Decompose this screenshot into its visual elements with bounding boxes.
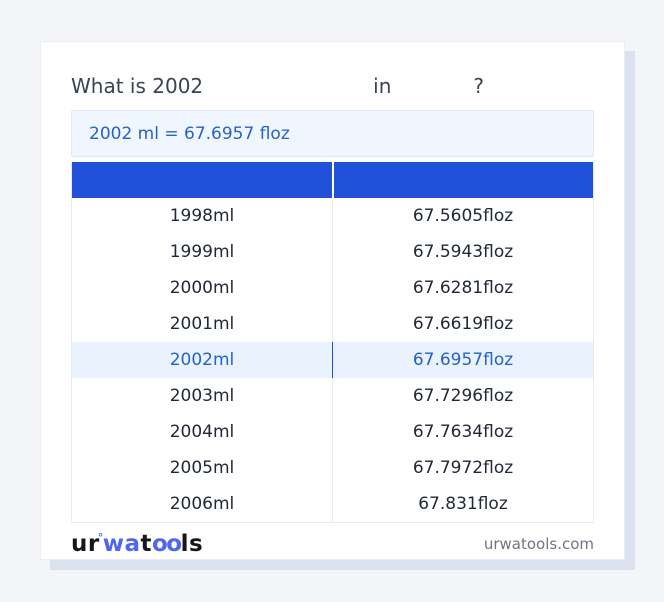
table-row[interactable]: 1998ml 67.5605floz: [72, 198, 593, 234]
ml-cell: 2001ml: [72, 306, 333, 342]
table-body: 1998ml 67.5605floz 1999ml 67.5943floz 2000ml…: [72, 198, 593, 522]
ml-cell: 2000ml: [72, 270, 333, 306]
table-header: [72, 162, 593, 198]
floz-cell: 67.7972floz: [412, 458, 514, 478]
ml-cell: 2003ml: [72, 378, 333, 414]
table-row[interactable]: 2003ml 67.7296floz: [72, 378, 593, 414]
logo-t: t: [140, 531, 152, 557]
conversion-table: 1998ml 67.5605floz 1999ml 67.5943floz 2000ml…: [71, 162, 594, 523]
table-row[interactable]: 2001ml 67.6619floz: [72, 306, 593, 342]
ml-cell: 1999ml: [72, 234, 333, 270]
floz-cell: 67.7634floz: [412, 422, 514, 442]
logo-degree-icon: °: [97, 531, 104, 544]
logo-ls: ls: [180, 531, 204, 557]
table-row[interactable]: 2004ml 67.7634floz: [72, 414, 593, 450]
logo-wa: wa: [102, 531, 141, 557]
floz-cell: 67.6281floz: [412, 278, 514, 298]
table-row[interactable]: 2000ml 67.6281floz: [72, 270, 593, 306]
floz-cell: 67.7296floz: [412, 386, 514, 406]
ml-cell: 1998ml: [72, 198, 333, 234]
table-row[interactable]: 1999ml 67.5943floz: [72, 234, 593, 270]
table-header-ml: [72, 162, 334, 198]
floz-cell: 67.6957floz: [412, 350, 514, 370]
conversion-result-text: 2002 ml = 67.6957 floz: [89, 123, 290, 144]
ml-cell: 2005ml: [72, 450, 333, 486]
card-footer: ur°watools urwatools.com: [71, 531, 594, 557]
logo-glasses-oo: oo: [152, 531, 182, 557]
logo-ur: ur: [71, 531, 100, 557]
ml-cell: 2004ml: [72, 414, 333, 450]
table-row[interactable]: 2005ml 67.7972floz: [72, 450, 593, 486]
table-row-highlighted[interactable]: 2002ml 67.6957floz: [72, 342, 593, 378]
floz-cell: 67.831floz: [418, 494, 508, 514]
ml-cell: 2006ml: [72, 486, 333, 522]
conversion-card: What is 2002 in ? 2002 ml = 67.6957 floz…: [40, 41, 625, 560]
floz-cell: 67.6619floz: [412, 314, 514, 334]
site-domain: urwatools.com: [483, 535, 594, 553]
table-header-floz: [334, 162, 594, 198]
page-title: What is 2002 in ?: [71, 42, 594, 98]
title-question-mark: ?: [473, 74, 484, 98]
title-connector: in: [373, 74, 392, 98]
urwatools-logo[interactable]: ur°watools: [71, 531, 203, 557]
floz-cell: 67.5943floz: [412, 242, 514, 262]
conversion-result-box: 2002 ml = 67.6957 floz: [71, 110, 594, 157]
floz-cell: 67.5605floz: [412, 206, 514, 226]
title-prefix: What is 2002: [71, 74, 204, 98]
table-row[interactable]: 2006ml 67.831floz: [72, 486, 593, 522]
ml-cell: 2002ml: [72, 342, 333, 378]
